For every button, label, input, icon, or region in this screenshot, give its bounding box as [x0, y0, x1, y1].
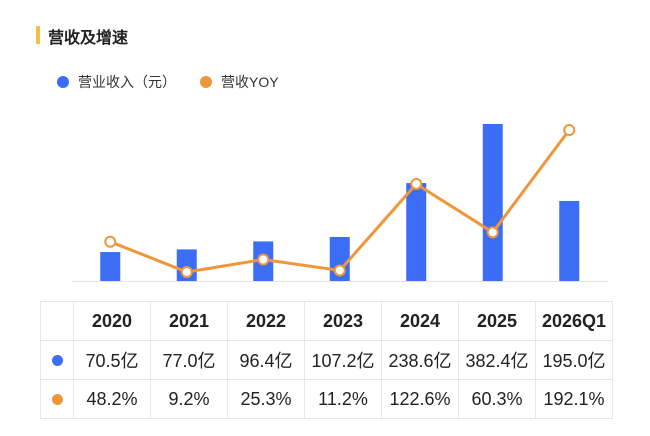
table-row-marker-yoy [40, 379, 74, 419]
legend-dot-yoy [200, 76, 212, 88]
point-yoy-2023 [333, 264, 346, 277]
legend-label-revenue: 营业收入（元） [78, 74, 176, 90]
table-header-cell: 2020 [73, 301, 151, 341]
table-header-cell: 2026Q1 [535, 301, 613, 341]
legend: 营业收入（元） 营收YOY [57, 72, 303, 92]
table-cell-yoy: 25.3% [227, 379, 305, 419]
bar-revenue-2025 [482, 124, 503, 281]
table-header-cell: 2022 [227, 301, 305, 341]
yoy-dot-icon [51, 393, 63, 405]
point-yoy-2021 [180, 266, 193, 278]
legend-label-yoy: 营收YOY [221, 74, 279, 90]
table-cell-revenue: 382.4亿 [458, 340, 536, 380]
point-yoy-2024 [410, 177, 423, 190]
revenue-dot-icon [51, 354, 63, 366]
point-yoy-2026Q1 [563, 124, 576, 136]
table-row-marker-revenue [40, 340, 74, 380]
table-cell-yoy: 122.6% [381, 379, 459, 419]
bar-revenue-2020 [100, 252, 121, 281]
table-cell-revenue: 77.0亿 [150, 340, 228, 380]
table-cell-yoy: 48.2% [73, 379, 151, 419]
table-cell-revenue: 195.0亿 [535, 340, 613, 380]
table-corner-cell [40, 301, 74, 341]
table-cell-revenue: 107.2亿 [304, 340, 382, 380]
legend-item-revenue: 营业收入（元） [57, 72, 176, 92]
table-cell-yoy: 9.2% [150, 379, 228, 419]
legend-dot-revenue [57, 76, 69, 88]
point-yoy-2020 [104, 235, 117, 248]
table-header-row: 2020 2021 2022 2023 2024 2025 2026Q1 [40, 301, 613, 341]
bar-revenue-2024 [406, 183, 427, 281]
legend-item-yoy: 营收YOY [200, 72, 279, 92]
point-yoy-2025 [486, 226, 499, 239]
point-yoy-2022 [257, 253, 270, 266]
bar-revenue-2026Q1 [559, 200, 580, 281]
table-header-cell: 2025 [458, 301, 536, 341]
table-cell-revenue: 238.6亿 [381, 340, 459, 380]
table-cell-revenue: 70.5亿 [73, 340, 151, 380]
table-cell-yoy: 60.3% [458, 379, 536, 419]
table-cell-revenue: 96.4亿 [227, 340, 305, 380]
table-row-revenue: 70.5亿 77.0亿 96.4亿 107.2亿 238.6亿 382.4亿 1… [40, 340, 613, 380]
table-header-cell: 2021 [150, 301, 228, 341]
table-cell-yoy: 192.1% [535, 379, 613, 419]
chart-title: 营收及增速 [48, 30, 129, 47]
table-row-yoy: 48.2% 9.2% 25.3% 11.2% 122.6% 60.3% 192.… [40, 379, 613, 419]
table-cell-yoy: 11.2% [304, 379, 382, 419]
table-header-cell: 2024 [381, 301, 459, 341]
title-accent-bar [36, 26, 40, 44]
table-header-cell: 2023 [304, 301, 382, 341]
chart-plot-area [72, 124, 608, 282]
data-table: 2020 2021 2022 2023 2024 2025 2026Q1 70.… [40, 301, 613, 419]
